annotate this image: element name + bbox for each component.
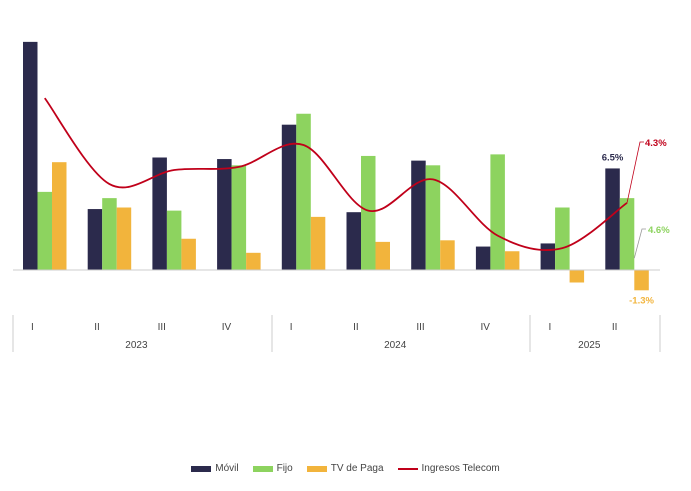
legend-item-tv-de-paga: TV de Paga <box>306 463 384 474</box>
bar-fijo-0 <box>37 191 52 270</box>
bar-tv-de-paga-9 <box>634 270 649 291</box>
bar-movil-1 <box>87 209 103 270</box>
data-label: -1.3% <box>629 295 654 306</box>
bar-tv-de-paga-7 <box>504 251 520 270</box>
data-labels: 6.5% 4.3% 4.6% -1.3% <box>602 138 670 306</box>
bar-tv-de-paga-4 <box>310 216 326 270</box>
line-ingresos-telecom <box>44 97 628 251</box>
bar-movil-0 <box>23 41 38 270</box>
legend-label: TV de Paga <box>330 463 384 474</box>
legend-item-movil: Móvil <box>191 463 239 474</box>
legend-label: Fijo <box>276 463 293 474</box>
x-tick-label: I <box>290 322 293 333</box>
x-tick-label: IV <box>222 322 232 333</box>
x-tick-label: III <box>416 322 424 333</box>
legend-swatch <box>191 465 212 472</box>
bar-fijo-6 <box>425 165 441 270</box>
legend-swatch <box>397 467 418 470</box>
bar-movil-8 <box>540 243 556 270</box>
bar-tv-de-paga-3 <box>246 252 261 270</box>
legend-label: Móvil <box>215 463 239 474</box>
bar-fijo-5 <box>361 155 376 270</box>
legend-swatch <box>252 465 273 472</box>
x-tick-label: II <box>612 322 618 333</box>
bar-fijo-1 <box>102 198 117 270</box>
bar-movil-7 <box>475 246 491 270</box>
bar-tv-de-paga-2 <box>181 238 196 270</box>
bar-fijo-9 <box>619 198 635 270</box>
x-tick-label: I <box>31 322 34 333</box>
legend-swatch <box>306 465 327 472</box>
bar-tv-de-paga-6 <box>440 240 455 270</box>
callout-connector <box>626 141 644 203</box>
bar-movil-3 <box>217 159 232 270</box>
data-label: 4.6% <box>648 225 670 236</box>
data-label: 6.5% <box>602 152 624 163</box>
bar-tv-de-paga-8 <box>569 270 585 283</box>
bar-movil-9 <box>605 168 620 270</box>
bar-fijo-7 <box>490 154 505 270</box>
callout-connector <box>633 228 646 259</box>
legend: Móvil Fijo TV de Paga Ingresos Telecom <box>0 463 691 474</box>
x-group-label: 2024 <box>384 340 407 351</box>
data-label: 4.3% <box>645 138 667 149</box>
bar-movil-6 <box>411 160 426 270</box>
x-group-label: 2023 <box>125 340 148 351</box>
bar-fijo-4 <box>296 113 311 270</box>
bar-movil-4 <box>281 124 297 270</box>
bar-tv-de-paga-1 <box>116 207 132 270</box>
legend-item-ingresos-telecom: Ingresos Telecom <box>397 463 500 474</box>
bar-tv-de-paga-0 <box>52 162 67 270</box>
x-group-label: 2025 <box>578 340 601 351</box>
bar-fijo-8 <box>555 207 570 270</box>
bar-movil-2 <box>152 157 167 270</box>
legend-item-fijo: Fijo <box>252 463 293 474</box>
bar-tv-de-paga-5 <box>375 241 390 270</box>
legend-label: Ingresos Telecom <box>421 463 500 474</box>
x-tick-label: IV <box>481 322 491 333</box>
bar-fijo-3 <box>231 165 247 270</box>
line-layer <box>44 97 628 251</box>
x-tick-label: I <box>549 322 552 333</box>
x-tick-label: III <box>158 322 166 333</box>
x-tick-label: II <box>94 322 100 333</box>
bar-movil-5 <box>346 212 361 270</box>
bars-layer <box>23 41 649 291</box>
bar-fijo-2 <box>166 210 182 270</box>
x-tick-label: II <box>353 322 359 333</box>
